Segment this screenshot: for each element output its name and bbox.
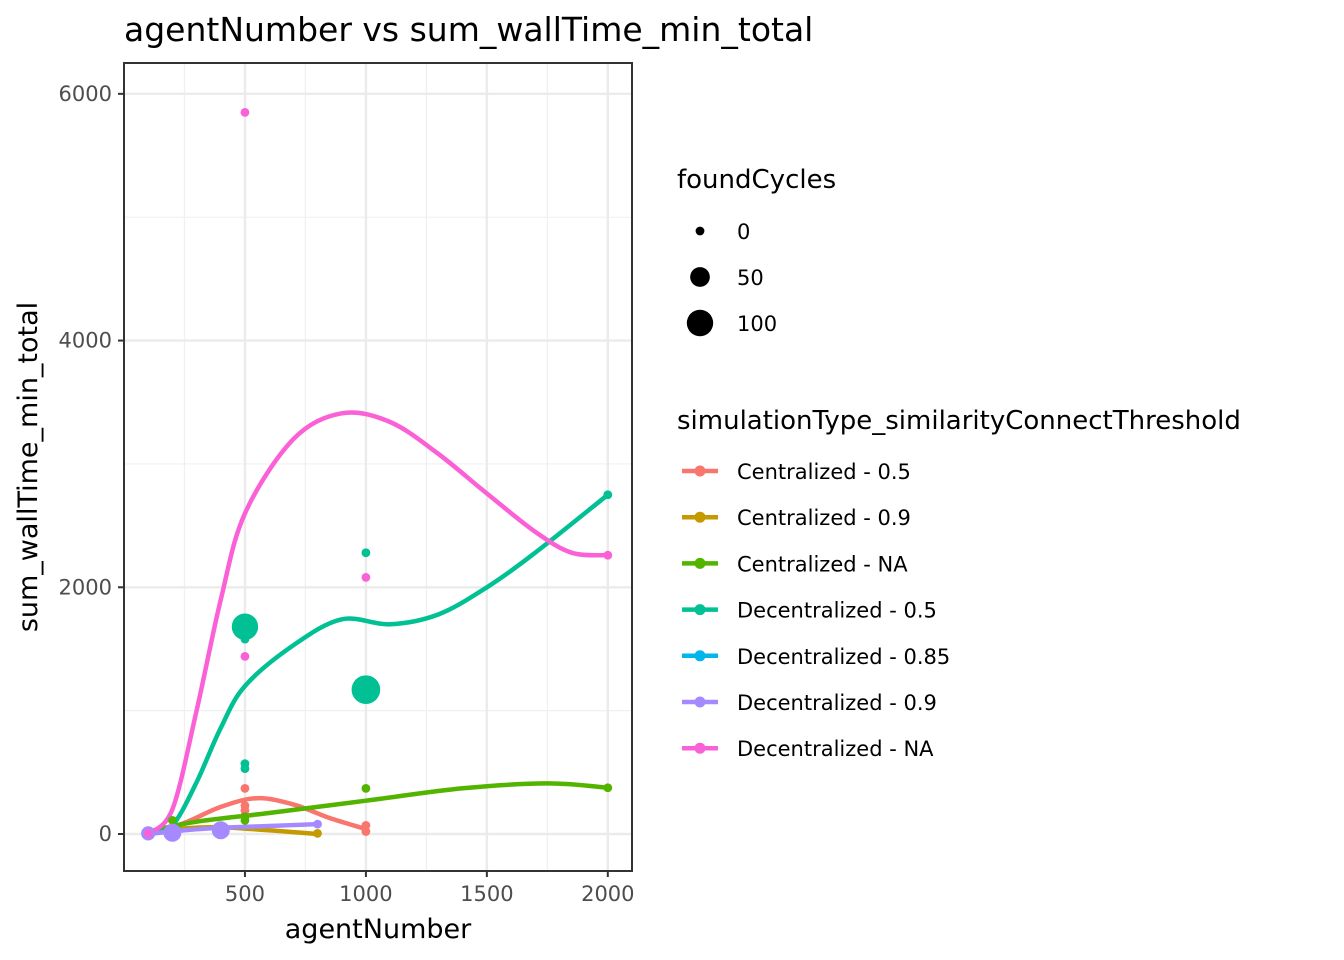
data-point: [211, 821, 230, 840]
data-point: [143, 828, 153, 838]
color-legend-label: Decentralized - NA: [737, 737, 934, 761]
grid-layer: [124, 63, 632, 871]
color-legend-dot: [694, 511, 706, 523]
y-tick-label: 2000: [59, 575, 112, 599]
axis-layer: 500 1000 1500 2000 0 2000 4000 6000: [59, 82, 635, 906]
data-point: [240, 651, 250, 661]
color-legend-dot: [694, 557, 706, 569]
size-legend-label: 50: [737, 266, 764, 290]
color-legend-label: Decentralized - 0.5: [737, 599, 937, 623]
color-legend-label: Decentralized - 0.85: [737, 645, 950, 669]
trend-line: [145, 781, 611, 834]
plot-border: [123, 62, 633, 872]
color-legend: simulationType_similarityConnectThreshol…: [677, 406, 1241, 761]
size-legend-label: 0: [737, 220, 750, 244]
data-point: [240, 764, 250, 774]
plot-background: [124, 63, 632, 871]
data-point: [163, 823, 182, 842]
size-legend-label: 100: [737, 312, 777, 336]
trend-line: [145, 410, 611, 837]
data-point: [240, 816, 250, 825]
data-point: [240, 634, 250, 644]
y-tick-label: 0: [99, 822, 112, 846]
data-point: [361, 827, 371, 836]
size-legend-key: [690, 267, 710, 287]
x-tick-label: 500: [225, 882, 265, 906]
data-point: [361, 548, 371, 558]
data-point: [361, 783, 371, 793]
color-legend-label: Decentralized - 0.9: [737, 691, 937, 715]
data-point: [240, 107, 250, 117]
point-layer: [141, 107, 613, 842]
trend-line: [145, 492, 611, 837]
color-legend-dot: [694, 696, 706, 708]
x-axis-title: agentNumber: [285, 914, 472, 945]
data-point: [361, 820, 371, 830]
size-legend-title: foundCycles: [677, 165, 836, 195]
color-legend-label: Centralized - NA: [737, 552, 908, 576]
size-legend: foundCycles 0 50 100: [677, 165, 836, 337]
color-legend-dot: [694, 604, 706, 616]
y-axis-title: sum_wallTime_min_total: [13, 302, 44, 632]
data-point: [603, 783, 613, 793]
color-legend-dot: [694, 742, 706, 754]
data-point: [231, 613, 259, 640]
data-point: [167, 816, 177, 825]
size-legend-key: [695, 226, 705, 236]
x-tick-label: 1500: [460, 882, 513, 906]
data-point: [361, 573, 371, 582]
x-tick-label: 2000: [581, 882, 634, 906]
data-point: [313, 828, 322, 838]
data-point: [603, 550, 613, 560]
color-legend-label: Centralized - 0.9: [737, 506, 911, 530]
data-point: [313, 819, 322, 829]
size-legend-key: [686, 309, 714, 337]
color-legend-label: Centralized - 0.5: [737, 460, 911, 484]
color-legend-title: simulationType_similarityConnectThreshol…: [677, 406, 1241, 436]
chart-title: agentNumber vs sum_wallTime_min_total: [124, 10, 813, 49]
y-tick-label: 6000: [59, 82, 112, 106]
x-tick-label: 1000: [339, 882, 392, 906]
data-point: [351, 675, 381, 704]
data-point: [240, 783, 250, 793]
y-tick-label: 4000: [59, 329, 112, 353]
color-legend-dot: [694, 465, 706, 477]
color-legend-dot: [694, 650, 706, 662]
data-point: [603, 490, 613, 500]
